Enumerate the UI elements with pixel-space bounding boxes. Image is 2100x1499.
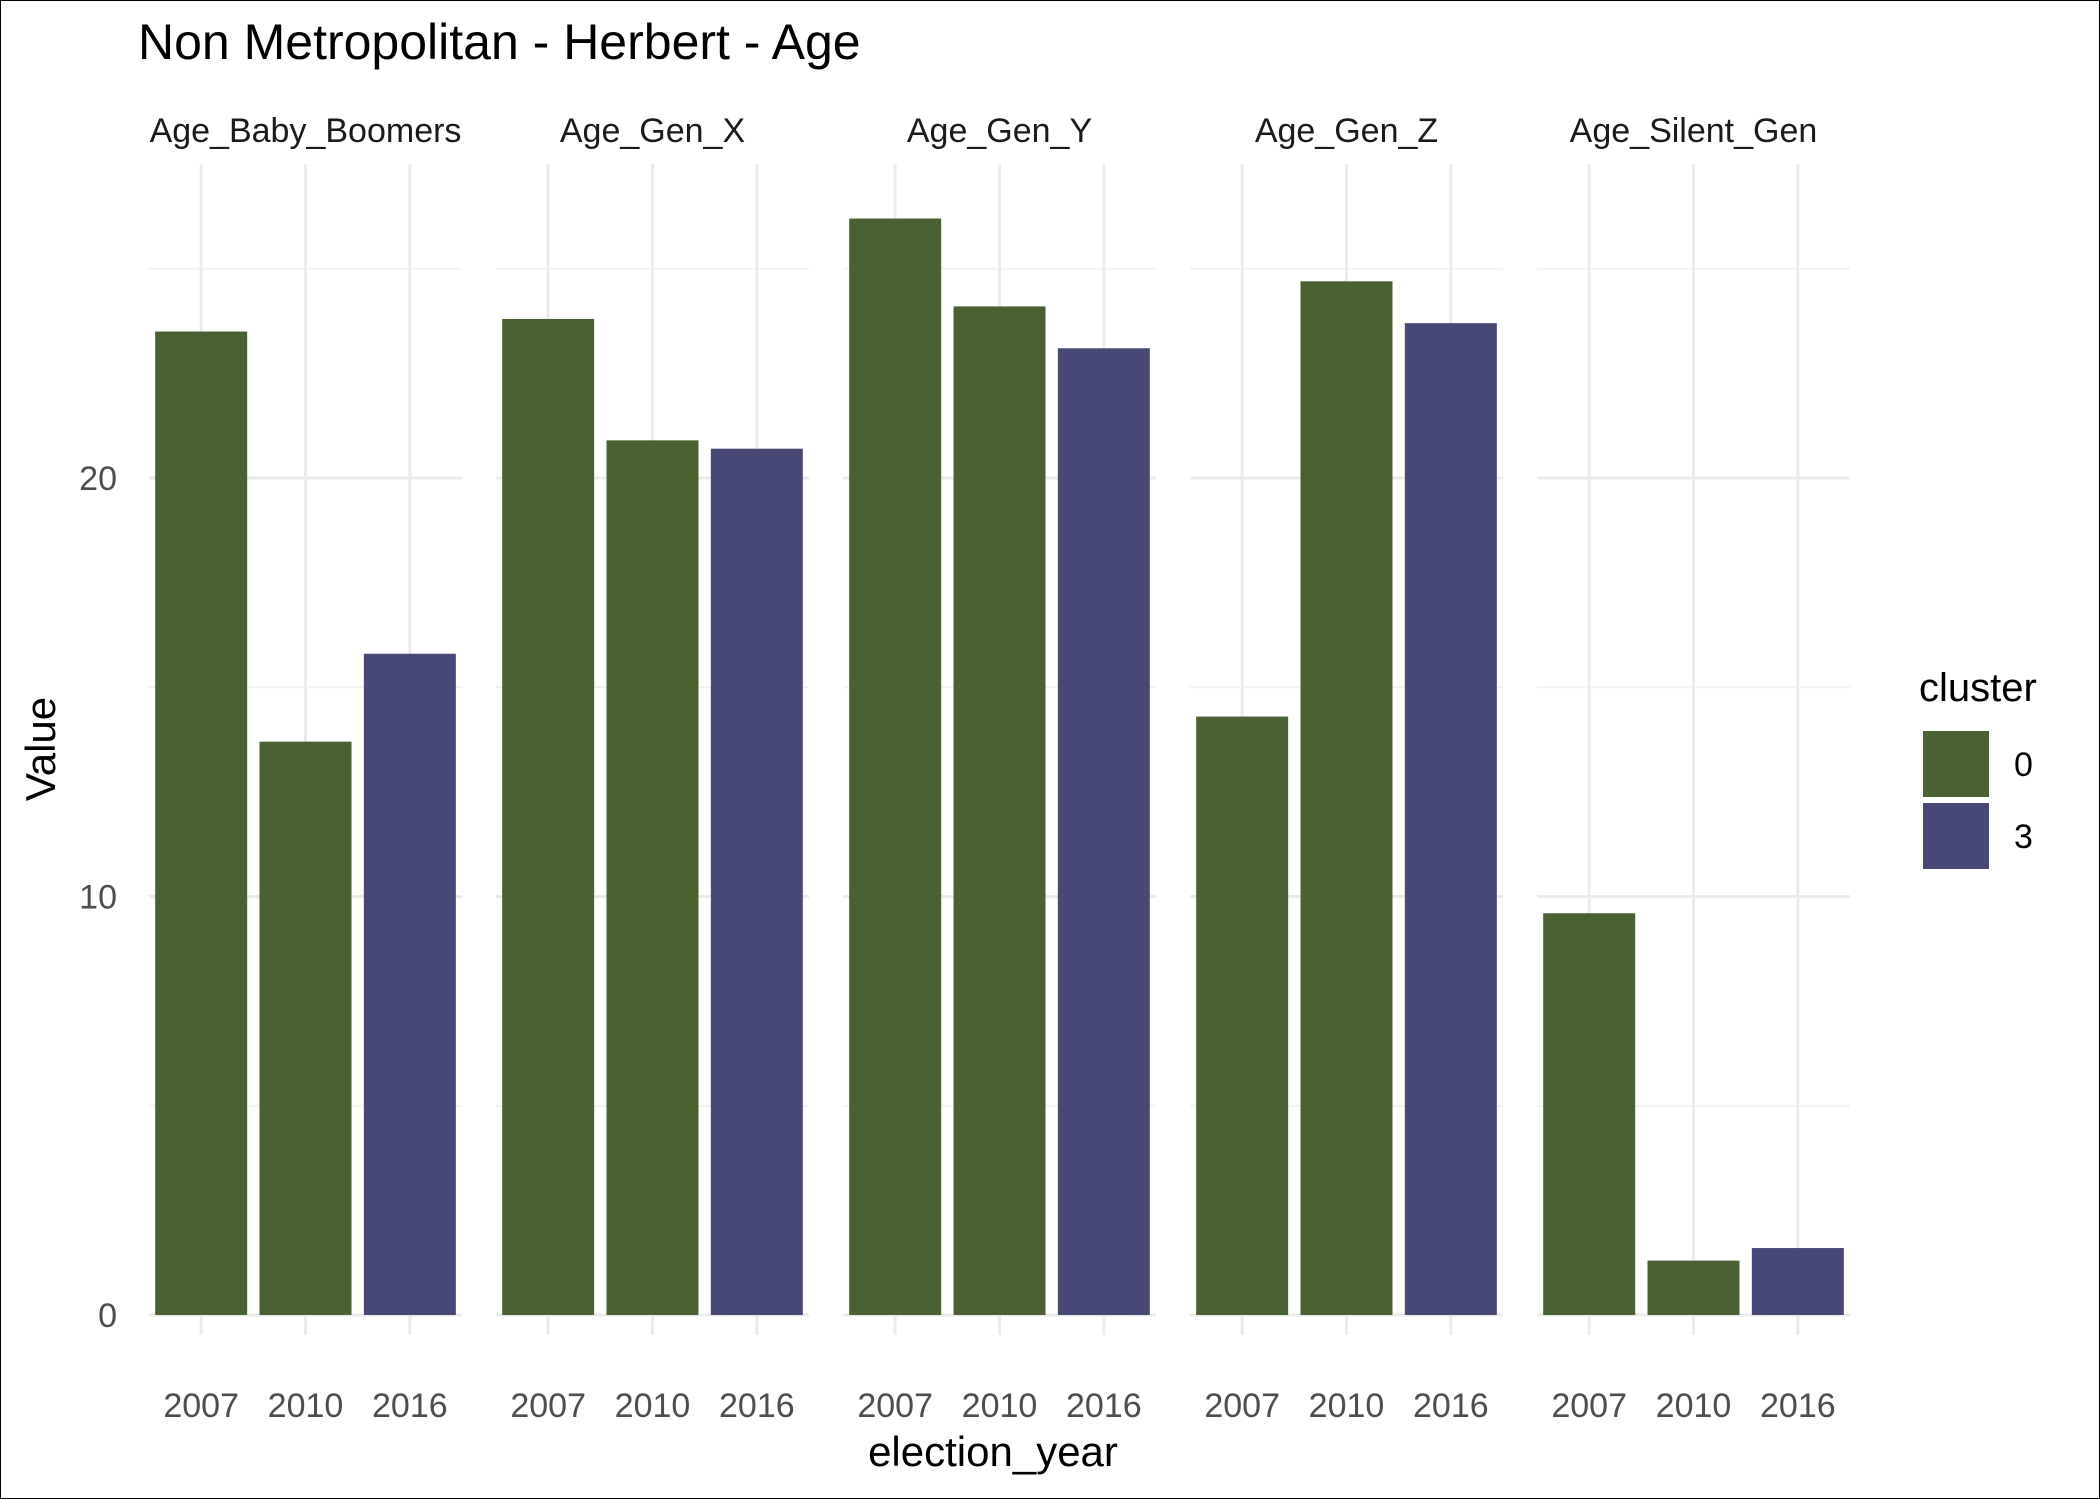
legend-swatch — [1923, 803, 1989, 869]
bar — [1751, 1248, 1844, 1315]
facet-label: Age_Gen_Z — [1255, 112, 1438, 150]
y-tick-label: 0 — [98, 1297, 117, 1335]
bar — [606, 440, 699, 1316]
bar — [1196, 716, 1289, 1315]
bar — [1543, 913, 1636, 1315]
chart-title: Non Metropolitan - Herbert - Age — [138, 14, 861, 70]
bar-layer — [155, 218, 1844, 1316]
x-tick-label: 2007 — [857, 1387, 933, 1425]
bar — [259, 741, 352, 1315]
y-axis-title: Value — [17, 697, 64, 801]
bar — [849, 218, 942, 1315]
facet-label: Age_Gen_Y — [907, 112, 1092, 150]
x-tick-label: 2007 — [1551, 1387, 1627, 1425]
x-tick-label: 2016 — [1413, 1387, 1489, 1425]
x-tick-label: 2010 — [268, 1387, 344, 1425]
legend-label: 3 — [2014, 818, 2033, 856]
legend: cluster 03 — [1919, 666, 2037, 869]
x-axis-title: election_year — [868, 1428, 1118, 1475]
bar — [1057, 348, 1150, 1315]
legend-items: 03 — [1923, 731, 2033, 869]
x-tick-label: 2007 — [1204, 1387, 1280, 1425]
x-tick-label: 2016 — [372, 1387, 448, 1425]
facet-label: Age_Baby_Boomers — [150, 112, 462, 150]
x-tick-label: 2010 — [615, 1387, 691, 1425]
bar — [1404, 323, 1497, 1315]
bar — [502, 318, 595, 1316]
bar — [1647, 1260, 1740, 1315]
facet-label: Age_Silent_Gen — [1570, 112, 1818, 150]
x-tick-label: 2010 — [1656, 1387, 1732, 1425]
bar — [710, 448, 803, 1316]
x-tick-label: 2007 — [510, 1387, 586, 1425]
bar — [155, 331, 248, 1315]
bar — [363, 653, 456, 1315]
bar — [953, 306, 1046, 1315]
legend-label: 0 — [2014, 746, 2033, 784]
bar — [1300, 281, 1393, 1316]
x-tick-label: 2010 — [962, 1387, 1038, 1425]
facet-label: Age_Gen_X — [560, 112, 745, 150]
x-tick-label: 2016 — [1760, 1387, 1836, 1425]
y-tick-label: 10 — [79, 879, 117, 917]
legend-title: cluster — [1919, 666, 2037, 710]
y-tick-label: 20 — [79, 460, 117, 498]
legend-swatch — [1923, 731, 1989, 797]
x-tick-label: 2010 — [1309, 1387, 1385, 1425]
x-tick-label: 2007 — [163, 1387, 239, 1425]
x-tick-label: 2016 — [1066, 1387, 1142, 1425]
x-tick-label: 2016 — [719, 1387, 795, 1425]
